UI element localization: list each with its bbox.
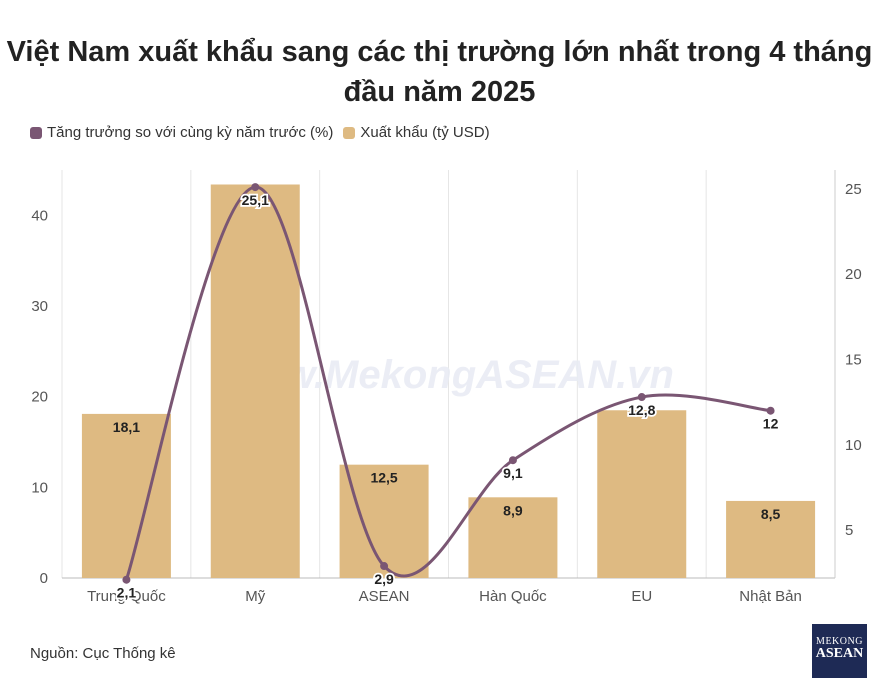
line-point [380, 562, 389, 571]
bar [339, 464, 429, 578]
bar [81, 413, 171, 578]
bar-value-label: 18,1 [113, 419, 140, 435]
bar-value-label: 8,9 [503, 502, 523, 518]
bar [726, 500, 816, 578]
line-point [251, 183, 260, 192]
legend-item-growth[interactable]: Tăng trưởng so với cùng kỳ năm trước (%) [30, 124, 333, 141]
x-tick-label: Nhật Bản [739, 588, 802, 605]
line-point [122, 575, 131, 584]
y-left-tick-label: 30 [31, 298, 48, 315]
chart-title: Việt Nam xuất khẩu sang các thị trường l… [6, 36, 873, 108]
line-point [766, 406, 775, 415]
y-right-tick-label: 5 [845, 522, 853, 539]
bar-value-label: 12,5 [370, 470, 397, 486]
y-left-tick-label: 10 [31, 479, 48, 496]
line-point [637, 393, 646, 402]
line-value-label: 9,1 [503, 465, 523, 481]
legend-item-export[interactable]: Xuất khẩu (tỷ USD) [343, 124, 490, 141]
y-right-tick-label: 10 [845, 437, 862, 454]
x-tick-label: Hàn Quốc [479, 588, 547, 605]
brand-logo: MEKONG ASEAN [812, 624, 867, 678]
legend-label-export: Xuất khẩu (tỷ USD) [360, 124, 490, 141]
x-tick-label: Mỹ [245, 588, 265, 605]
y-left-tick-label: 40 [31, 207, 48, 224]
line-value-label: 2,1 [117, 585, 137, 601]
x-tick-label: Trung Quốc [87, 588, 166, 605]
legend-swatch-export [343, 126, 356, 139]
bar [210, 184, 300, 579]
logo-line1: MEKONG [816, 636, 863, 647]
y-left-tick-label: 0 [40, 570, 48, 587]
line-value-label: 2,9 [374, 571, 394, 587]
bar [468, 497, 558, 578]
source-note: Nguồn: Cục Thống kê [30, 645, 176, 662]
y-right-tick-label: 15 [845, 351, 862, 368]
x-tick-label: EU [631, 588, 652, 605]
legend-swatch-growth [30, 126, 42, 139]
legend-label-growth: Tăng trưởng so với cùng kỳ năm trước (%) [47, 124, 334, 141]
bar-value-label: 8,5 [761, 506, 781, 522]
line-point [508, 456, 517, 465]
y-right-tick-label: 25 [845, 181, 862, 198]
legend: Tăng trưởng so với cùng kỳ năm trước (%)… [30, 124, 500, 141]
line-value-label: 25,1 [242, 192, 269, 208]
bar [597, 410, 687, 578]
line-value-label: 12,8 [628, 402, 655, 418]
y-right-tick-label: 20 [845, 266, 862, 283]
x-tick-label: ASEAN [359, 588, 410, 605]
line-value-label: 12 [763, 416, 779, 432]
y-left-tick-label: 20 [31, 389, 48, 406]
logo-line2: ASEAN [815, 646, 864, 661]
